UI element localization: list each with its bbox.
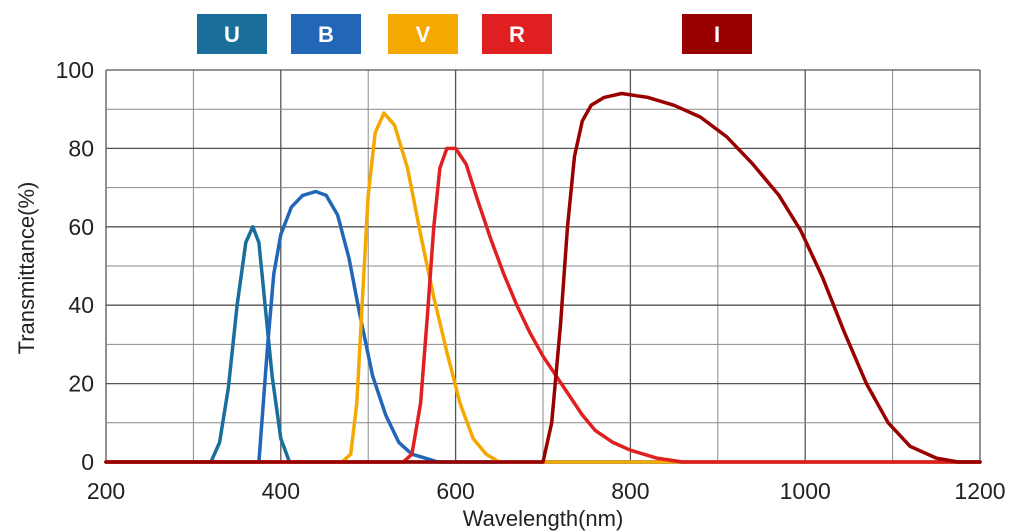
legend-item-i: I (682, 14, 752, 54)
y-tick-label: 60 (68, 214, 94, 240)
legend-label: R (509, 22, 525, 47)
legend-swatch (682, 14, 752, 54)
legend-item-u: U (197, 14, 267, 54)
y-tick-label: 20 (68, 371, 94, 397)
x-axis-title: Wavelength(nm) (463, 506, 624, 531)
y-tick-label: 100 (56, 57, 94, 83)
y-tick-label: 40 (68, 292, 94, 318)
tick-labels: 200 400 600 800 1000 1200 0 20 40 60 80 100 (56, 57, 1006, 504)
legend-item-r: R (482, 14, 552, 54)
y-axis-title: Transmittance(%) (14, 182, 39, 355)
legend-label: V (416, 22, 431, 47)
legend-label: B (318, 22, 334, 47)
legend-label: U (224, 22, 240, 47)
x-tick-label: 1200 (954, 478, 1005, 504)
legend-item-b: B (291, 14, 361, 54)
series-line-b (104, 189, 982, 464)
x-tick-label: 800 (611, 478, 649, 504)
series-line-i (104, 91, 982, 464)
y-tick-label: 80 (68, 135, 94, 161)
legend-swatch (482, 14, 552, 54)
series-line-u (104, 225, 982, 464)
series-line-r (104, 146, 982, 464)
legend-item-v: V (388, 14, 458, 54)
series-line-v (104, 111, 982, 464)
grid (105, 69, 981, 463)
x-tick-label: 200 (87, 478, 125, 504)
x-tick-label: 1000 (780, 478, 831, 504)
legend-swatch (197, 14, 267, 54)
series-lines (104, 91, 982, 464)
x-tick-label: 400 (262, 478, 300, 504)
legend-swatch (388, 14, 458, 54)
legend-swatch (291, 14, 361, 54)
legend-label: I (714, 22, 720, 47)
x-tick-label: 600 (436, 478, 474, 504)
y-tick-label: 0 (81, 449, 94, 475)
